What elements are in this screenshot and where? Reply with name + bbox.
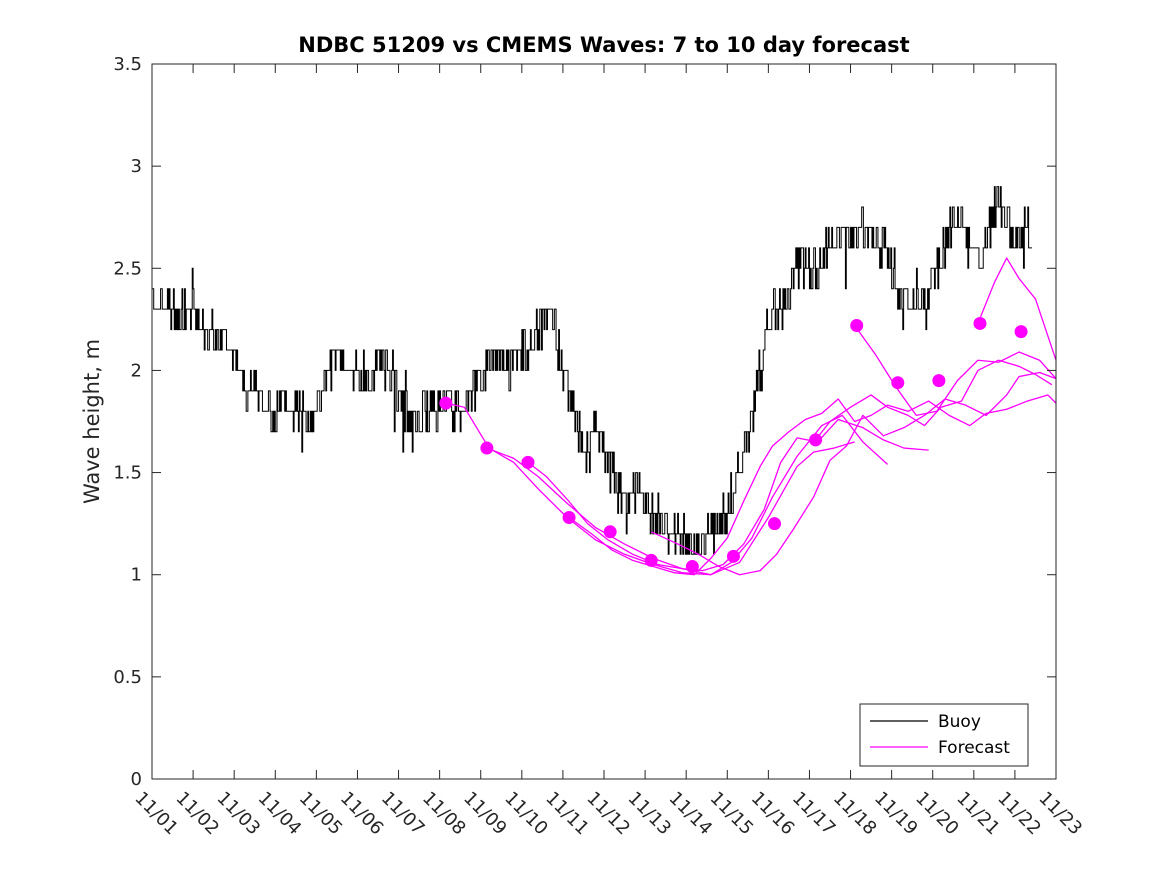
y-axis-label: Wave height, m	[80, 339, 104, 504]
chart-title: NDBC 51209 vs CMEMS Waves: 7 to 10 day f…	[298, 33, 909, 57]
forecast-marker-10	[809, 433, 823, 447]
forecast-marker-12	[891, 376, 905, 390]
buoy-series-line	[152, 186, 1033, 555]
legend-box	[859, 703, 1029, 767]
forecast-run-line-5	[650, 371, 1057, 576]
legend-forecast-label: Forecast	[938, 738, 1010, 758]
legend-buoy-label: Buoy	[938, 712, 981, 732]
forecast-run-line-8	[977, 257, 1057, 361]
forecast-run-line-4	[568, 394, 1057, 576]
forecast-marker-5	[603, 525, 617, 539]
forecast-marker-2	[480, 441, 494, 455]
forecast-marker-8	[726, 549, 740, 563]
y-tick-label: 2.5	[113, 258, 142, 279]
forecast-marker-15	[1014, 325, 1028, 339]
forecast-marker-3	[521, 455, 535, 469]
y-tick-label: 3	[131, 156, 142, 177]
legend: Buoy Forecast	[859, 703, 1029, 767]
forecast-marker-6	[644, 553, 658, 567]
plot-area	[152, 64, 1056, 779]
forecast-marker-4	[562, 511, 576, 525]
y-tick-label: 3.5	[113, 54, 142, 75]
y-tick-label: 0	[131, 769, 142, 790]
y-tick-label: 1	[131, 565, 142, 586]
y-tick-label: 1.5	[113, 463, 142, 484]
y-tick-label: 0.5	[113, 667, 142, 688]
forecast-run-line-6	[815, 359, 1053, 441]
forecast-marker-14	[973, 316, 987, 330]
forecast-marker-1	[439, 396, 453, 410]
forecast-run-line-7	[854, 325, 1057, 417]
forecast-marker-13	[932, 374, 946, 388]
forecast-marker-9	[768, 517, 782, 531]
forecast-run-line-2	[486, 414, 888, 576]
forecast-marker-11	[850, 318, 864, 332]
forecast-marker-7	[685, 560, 699, 574]
y-tick-label: 2	[131, 360, 142, 381]
